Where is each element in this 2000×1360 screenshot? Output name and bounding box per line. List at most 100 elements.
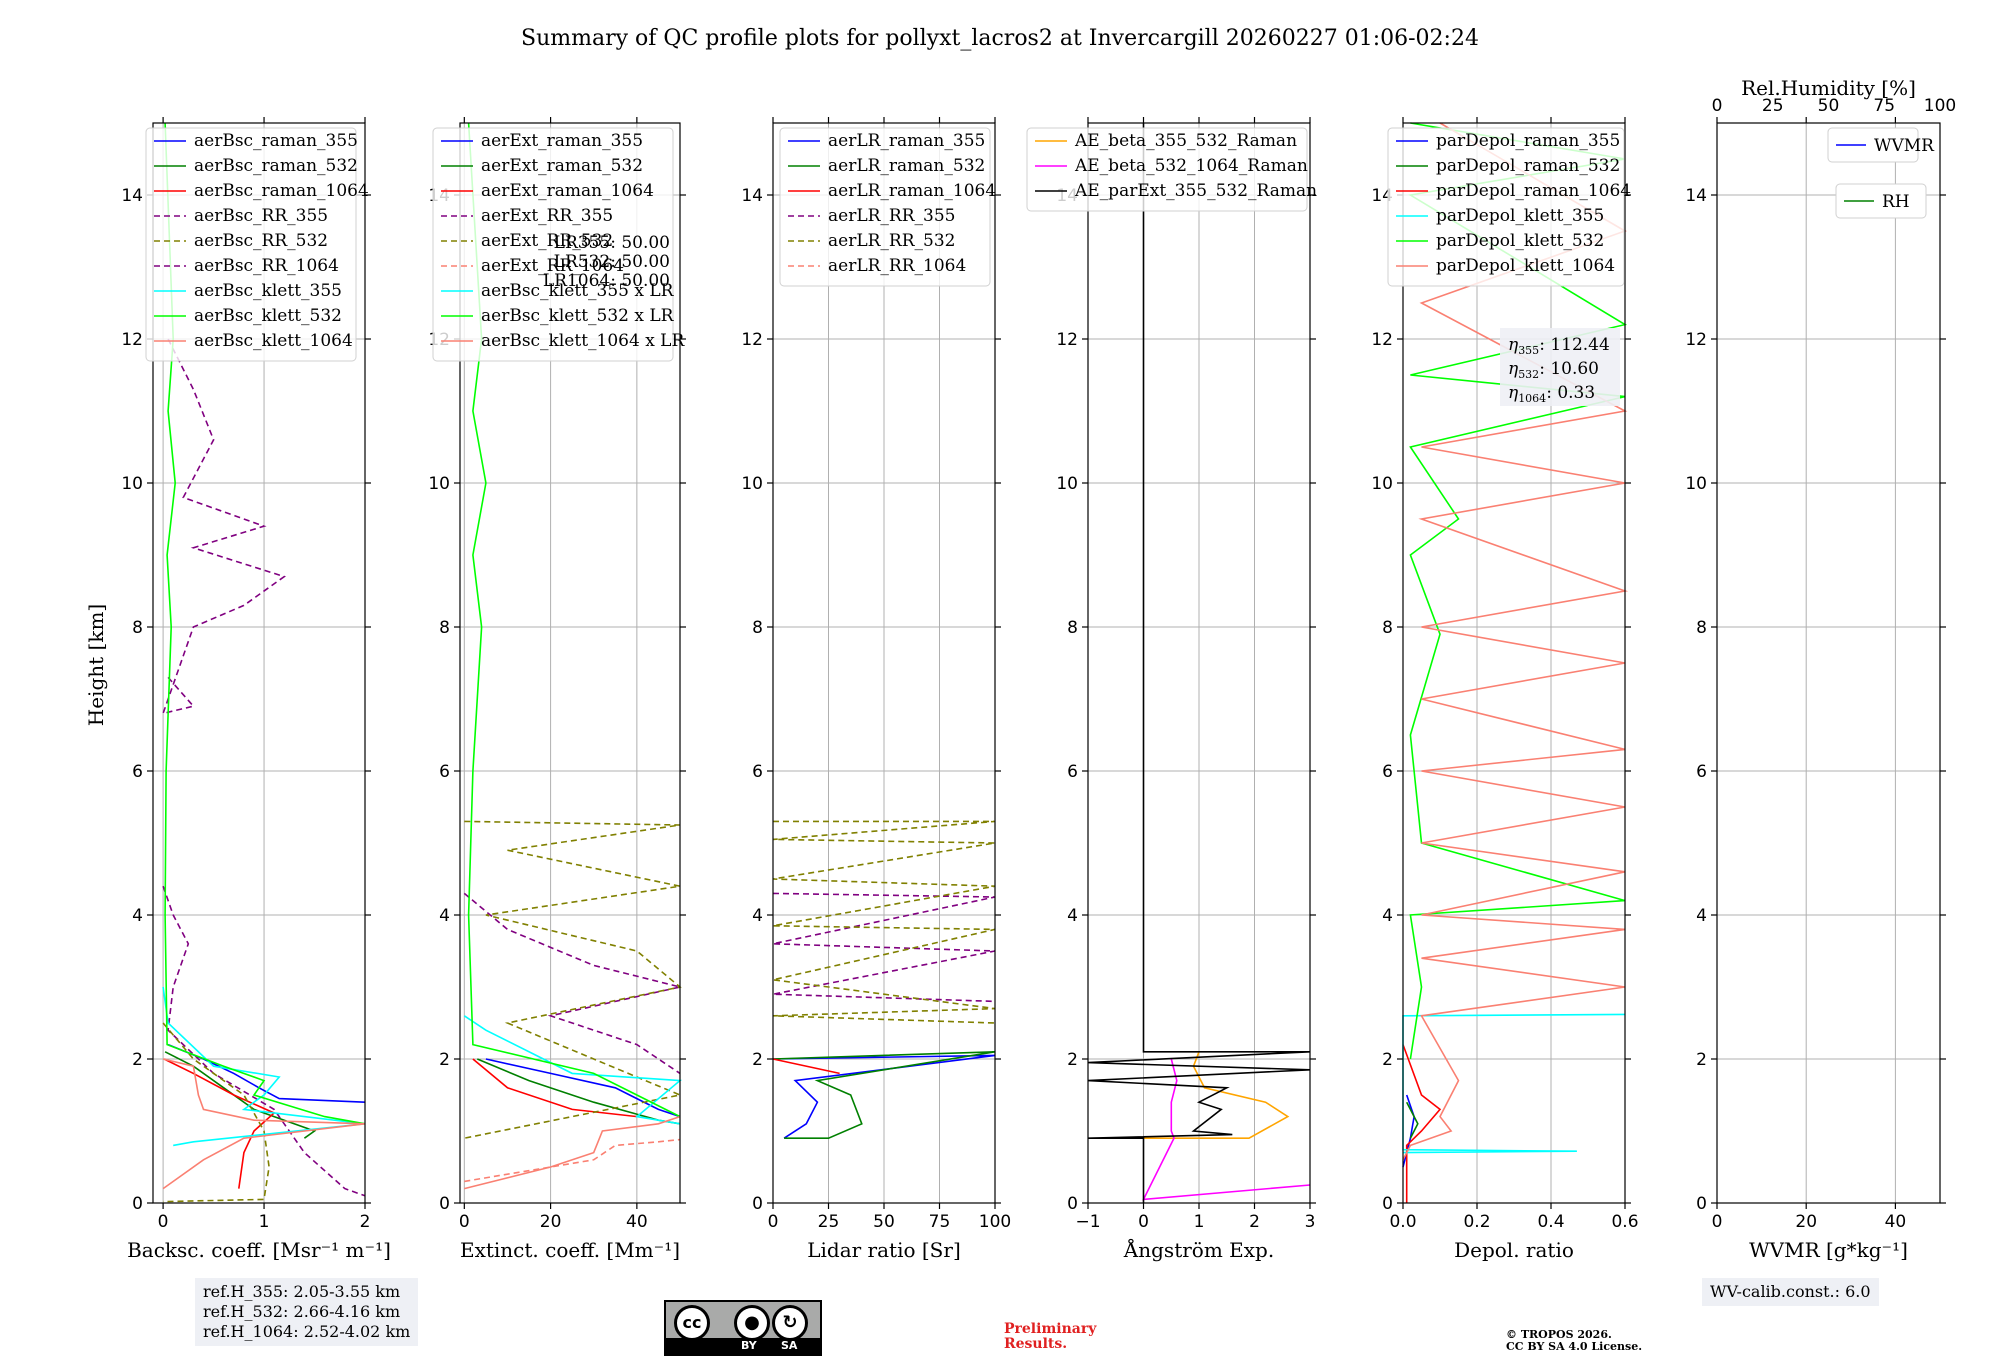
lidar_ratio-legend-label: aerLR_RR_1064	[828, 256, 966, 276]
extinction-xlabel: Extinct. coeff. [Mm⁻¹]	[460, 1238, 680, 1262]
lidar_ratio-legend: aerLR_raman_355 aerLR_raman_532 aerLR_rama…	[779, 127, 996, 287]
extinction-panel: 0204002468101214Extinct. coeff. [Mm⁻¹]ae…	[428, 117, 686, 1262]
extinction-series-8	[464, 1115, 681, 1190]
water_vapor-xlabel: WVMR [g*kg⁻¹]	[1749, 1238, 1908, 1262]
wv-legend-box	[1827, 127, 1919, 163]
extinction-legend-label: aerExt_RR_355	[481, 206, 613, 226]
backscatter-ytick-label: 2	[132, 1050, 143, 1070]
angstrom-panel: −1012302468101214Ångström Exp.AE_beta_35…	[1026, 117, 1317, 1262]
cc-icon: cc	[674, 1305, 710, 1341]
extinction-ytick-label: 10	[428, 474, 450, 494]
extinction-legend-label: aerBsc_klett_355 x LR	[481, 281, 675, 301]
extinction-series-6	[463, 1015, 683, 1125]
extinction-legend-label: aerExt_raman_355	[481, 131, 643, 151]
depol-legend-box	[1387, 127, 1625, 287]
lidar_ratio-legend-label: aerLR_raman_532	[828, 156, 985, 176]
lidar_ratio-legend-label: aerLR_raman_355	[828, 131, 985, 151]
backscatter-xtick-label: 2	[360, 1212, 371, 1232]
angstrom-ytick-label: 12	[1056, 330, 1078, 350]
preliminary-line-2: Results.	[1004, 1336, 1068, 1352]
extinction-xtick-label: 40	[626, 1212, 648, 1232]
wv-legend-wvmr: WVMR	[1827, 127, 1935, 163]
backscatter-axes-frame	[152, 122, 366, 1204]
water_vapor-xtick-label: 20	[1795, 1212, 1817, 1232]
lidar_ratio-ytick-label: 12	[741, 330, 763, 350]
backscatter-xtick-label: 1	[259, 1212, 270, 1232]
backscatter-ytick-label: 10	[121, 474, 143, 494]
wv-calibration-box: WV-calib.const.: 6.0	[1702, 1278, 1879, 1306]
water_vapor-top-xtick-label: 50	[1818, 96, 1840, 116]
depol-xtick-label: 0.2	[1463, 1212, 1490, 1232]
backscatter-legend-label: aerBsc_raman_1064	[194, 181, 369, 201]
extinction-series-2	[472, 1058, 637, 1118]
copyright-line-1: © TROPOS 2026.	[1506, 1328, 1612, 1341]
lidar_ratio-ytick-label: 14	[741, 186, 763, 206]
eta-355: η355: 112.44	[1508, 335, 1610, 357]
angstrom-ytick-label: 0	[1067, 1194, 1078, 1214]
backscatter-legend-label: aerBsc_raman_532	[194, 156, 358, 176]
lidar_ratio-legend-box	[779, 127, 991, 287]
water_vapor-top-xtick-label: 0	[1712, 96, 1723, 116]
depol-ytick-label: 4	[1382, 906, 1393, 926]
backscatter-series-6	[162, 986, 366, 1147]
sa-icon: ↻	[772, 1305, 808, 1341]
water_vapor-ytick-label: 8	[1696, 618, 1707, 638]
copyright-note: © TROPOS 2026. CC BY SA 4.0 License.	[1506, 1329, 1642, 1353]
water_vapor-ytick-label: 10	[1685, 474, 1707, 494]
extinction-ytick-label: 6	[439, 762, 450, 782]
lidar_ratio-legend-label: aerLR_RR_532	[828, 231, 955, 251]
angstrom-legend-label: AE_beta_355_532_Raman	[1074, 131, 1297, 151]
lidar_ratio-xtick-label: 25	[818, 1212, 840, 1232]
copyright-line-2: CC BY SA 4.0 License.	[1506, 1340, 1643, 1353]
lidar_ratio-ytick-label: 10	[741, 474, 763, 494]
water_vapor-panel: 0 20 40 0 2 4 6 8 10 12 14 WVMR [g*kg⁻¹] 0 25 50 75 100 R…	[1685, 76, 1956, 1262]
extinction-legend-label: aerExt_raman_1064	[481, 181, 654, 201]
depol-axes-frame	[1402, 122, 1626, 1204]
angstrom-ytick-label: 8	[1067, 618, 1078, 638]
eta-532: η532: 10.60	[1508, 359, 1599, 381]
ref-height-1064: ref.H_1064: 2.52-4.02 km	[203, 1322, 411, 1341]
wv-calibration-text: WV-calib.const.: 6.0	[1710, 1282, 1871, 1301]
extinction-legend-box	[432, 127, 674, 362]
extinction-legend-label: aerExt_RR_1064	[481, 256, 624, 276]
lidar_ratio-series-3	[772, 892, 996, 1003]
depol-series-1	[1405, 1101, 1419, 1139]
angstrom-xtick-label: 1	[1194, 1212, 1205, 1232]
angstrom-ytick-label: 4	[1067, 906, 1078, 926]
preliminary-line-1: Preliminary	[1004, 1321, 1097, 1337]
backscatter-legend-label: aerBsc_klett_1064	[194, 331, 353, 351]
lr-note-line: LR355: 50.00	[554, 233, 670, 253]
backscatter-legend-label: aerBsc_klett_355	[194, 281, 342, 301]
lidar_ratio-ytick-label: 6	[752, 762, 763, 782]
backscatter-legend-label: aerBsc_klett_532	[194, 306, 342, 326]
backscatter-series-7	[164, 122, 366, 1125]
ref-height-355: ref.H_355: 2.05-3.55 km	[203, 1282, 401, 1301]
eta-box-bg	[1500, 328, 1620, 406]
lidar_ratio-xtick-label: 50	[873, 1212, 895, 1232]
lidar_ratio-panel: 0 25 50 75 100 0 2 4 6 8 10 12 14 Lidar ratio [Sr] aer…	[741, 117, 1011, 1262]
angstrom-legend-box	[1026, 127, 1308, 212]
backscatter-ytick-label: 6	[132, 762, 143, 782]
angstrom-ytick-label: 6	[1067, 762, 1078, 782]
lidar_ratio-ytick-label: 8	[752, 618, 763, 638]
depol-legend-label: parDepol_raman_532	[1436, 156, 1620, 176]
depol-ytick-label: 6	[1382, 762, 1393, 782]
extinction-legend: aerExt_raman_355 aerExt_raman_532 aerExt_r…	[432, 127, 685, 362]
depol-legend-label: parDepol_raman_355	[1436, 131, 1620, 151]
reference-heights-box: ref.H_355: 2.05-3.55 km ref.H_532: 2.66-…	[195, 1278, 419, 1346]
eta-1064: η1064: 0.33	[1508, 383, 1595, 405]
extinction-legend-label: aerBsc_klett_532 x LR	[481, 306, 675, 326]
depol-ytick-label: 0	[1382, 1194, 1393, 1214]
angstrom-series-2	[1087, 123, 1311, 1203]
backscatter-legend-box	[145, 127, 357, 362]
angstrom-series-1	[1142, 1058, 1311, 1201]
lidar_ratio-ytick-label: 0	[752, 1194, 763, 1214]
lidar_ratio-legend-label: aerLR_raman_1064	[828, 181, 996, 201]
extinction-ytick-label: 0	[439, 1194, 450, 1214]
backscatter-series-5	[161, 338, 286, 715]
sa-label: SA	[781, 1339, 798, 1352]
depol-xtick-label: 0.0	[1389, 1212, 1416, 1232]
